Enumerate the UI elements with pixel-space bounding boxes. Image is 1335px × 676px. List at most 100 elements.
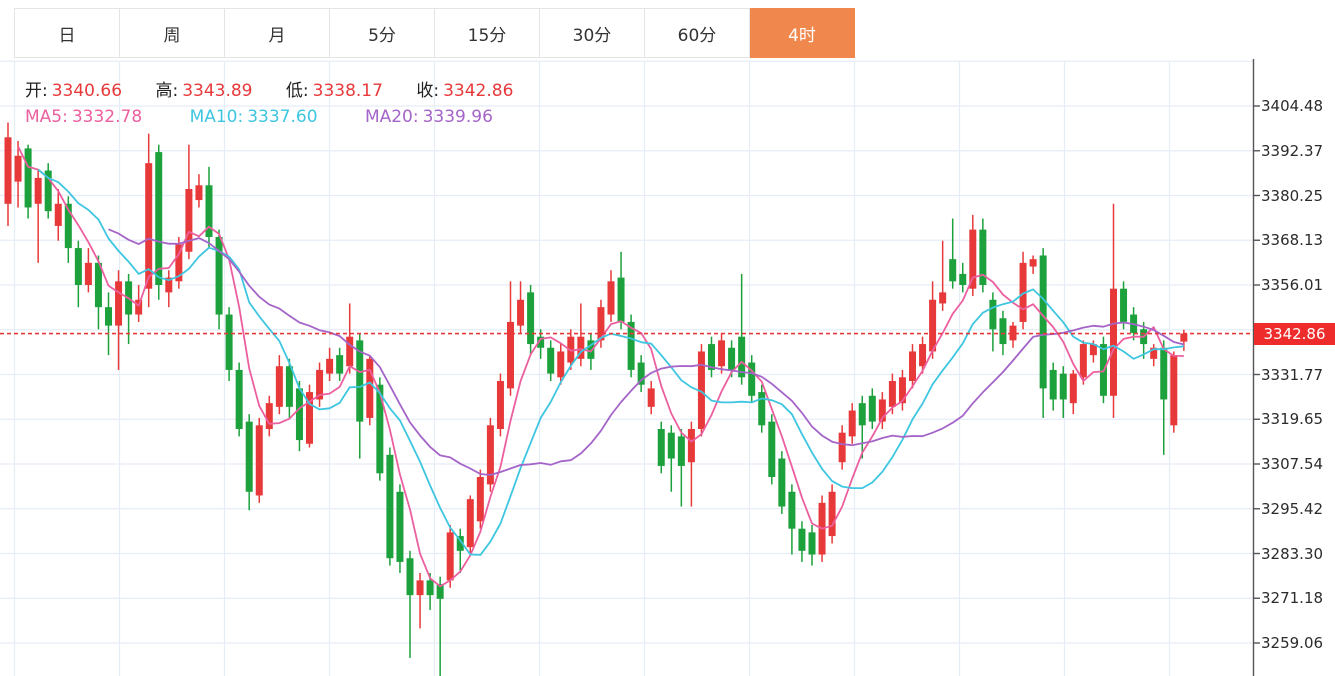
candle-body — [778, 458, 786, 507]
candle-body — [135, 299, 143, 315]
candle-body — [105, 307, 112, 326]
candle-body — [466, 499, 474, 548]
candle-body — [496, 380, 504, 429]
candle-wick — [419, 572, 421, 629]
candle-body — [828, 491, 836, 537]
candle-body — [295, 388, 303, 441]
candle-body — [878, 399, 886, 422]
candle-body — [808, 532, 816, 555]
high-value: 3343.89 — [182, 81, 253, 101]
candle-wick — [951, 218, 954, 289]
candle-body — [74, 248, 82, 285]
open-label: 开: — [25, 81, 48, 101]
candle-body — [275, 366, 283, 407]
candle-body — [456, 536, 464, 551]
candle-body — [949, 259, 957, 282]
timeframe-tab-周[interactable]: 周 — [120, 8, 225, 58]
timeframe-tab-15分[interactable]: 15分 — [435, 8, 540, 58]
candle-wick — [580, 303, 582, 367]
candle-body — [888, 380, 896, 407]
candle-body — [346, 336, 354, 367]
candle-body — [195, 185, 203, 201]
price-axis-label: 3271.18 — [1261, 589, 1324, 608]
timeframe-tab-5分[interactable]: 5分 — [330, 8, 435, 58]
candle-body — [507, 321, 514, 389]
candle-body — [54, 203, 62, 226]
candle-body — [386, 454, 394, 559]
candle-body — [848, 410, 856, 437]
candle-body — [155, 152, 163, 285]
ohlc-readout: 开: 3340.66 高: 3343.89 低: 3338.17 收: 3342.86 — [25, 76, 541, 101]
candle-wick — [740, 273, 743, 385]
candle-body — [416, 580, 424, 596]
candle-body — [215, 237, 223, 315]
candle-body — [235, 369, 243, 429]
candle-body — [285, 366, 293, 407]
close-label: 收: — [416, 81, 440, 101]
candle-body — [647, 388, 655, 407]
candle-body — [617, 277, 625, 322]
price-axis-label: 3307.54 — [1261, 455, 1324, 473]
candle-body — [909, 351, 916, 381]
candle-body — [959, 273, 967, 285]
candle-body — [436, 584, 444, 599]
price-axis-label: 3295.42 — [1261, 499, 1324, 518]
candle-body — [175, 244, 183, 282]
candle-body — [4, 137, 12, 204]
candle-body — [627, 321, 635, 370]
candle-body — [597, 307, 605, 341]
price-axis-label: 3331.77 — [1261, 365, 1324, 384]
candle-wick — [861, 395, 863, 459]
candle-body — [527, 292, 535, 345]
candle-body — [748, 362, 756, 396]
low-value: 3338.17 — [312, 81, 383, 101]
price-axis-label: 3259.06 — [1261, 634, 1324, 652]
ma20-value: 3339.96 — [422, 107, 493, 127]
candle-wick — [409, 550, 411, 658]
candle-body — [1069, 373, 1077, 404]
candle-body — [1039, 255, 1047, 389]
timeframe-tabs: 日周月 5分 15分 30分 60分 4时 — [14, 8, 855, 58]
candle-body — [1029, 259, 1037, 267]
candle-body — [185, 189, 193, 252]
timeframe-tab-30分[interactable]: 30分 — [540, 8, 645, 58]
candle-body — [486, 425, 494, 485]
candle-body — [406, 558, 414, 596]
candle-body — [607, 281, 615, 315]
candle-body — [1049, 369, 1057, 400]
candle-body — [939, 292, 947, 304]
candle-body — [14, 155, 22, 182]
price-axis-label: 3392.37 — [1261, 141, 1324, 160]
candle-body — [336, 355, 344, 374]
candle-body — [64, 203, 72, 249]
candle-body — [587, 340, 595, 359]
candle-body — [1079, 344, 1087, 378]
candle-body — [979, 229, 987, 285]
timeframe-tab-60分[interactable]: 60分 — [645, 8, 750, 58]
candle-wick — [680, 428, 683, 507]
candle-body — [989, 299, 997, 330]
candle-body — [969, 229, 977, 289]
candle-body — [1170, 355, 1178, 426]
ma5-label: MA5: — [25, 107, 68, 127]
candle-body — [687, 428, 695, 463]
candle-body — [1110, 288, 1117, 396]
price-axis-label: 3283.30 — [1261, 544, 1324, 563]
candle-body — [265, 403, 273, 429]
timeframe-tab-日[interactable]: 日 — [14, 8, 120, 58]
price-axis-label: 3380.25 — [1261, 186, 1324, 205]
candle-body — [929, 299, 937, 352]
candle-body — [84, 262, 92, 285]
candle-body — [245, 421, 253, 492]
candle-body — [165, 277, 173, 293]
candle-body — [768, 421, 776, 477]
candle-wick — [439, 576, 441, 676]
price-axis-label: 3319.65 — [1261, 410, 1324, 429]
candle-body — [667, 432, 675, 459]
candle-body — [798, 528, 806, 551]
candle-body — [738, 336, 746, 378]
timeframe-tab-月[interactable]: 月 — [225, 8, 330, 58]
timeframe-tab-4时[interactable]: 4时 — [750, 8, 855, 58]
